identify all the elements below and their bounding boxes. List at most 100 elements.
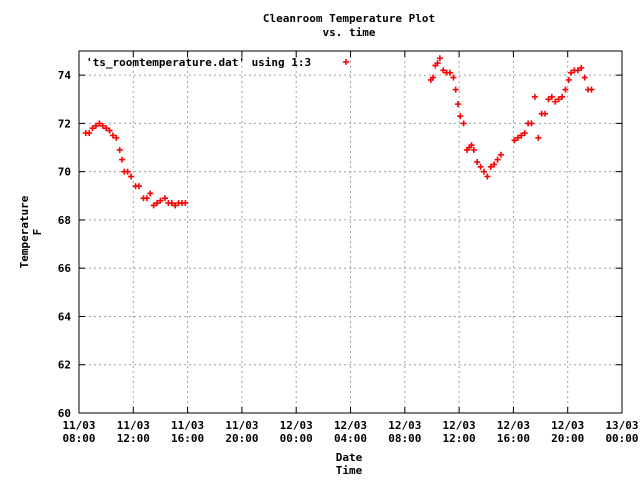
x-tick-label-date: 12/03	[551, 419, 584, 432]
data-point	[588, 86, 595, 93]
x-tick-label-date: 11/03	[171, 419, 204, 432]
data-point	[568, 69, 575, 76]
chart-title-line2: vs. time	[323, 26, 376, 39]
x-tick-label-time: 08:00	[62, 432, 95, 445]
data-point	[574, 67, 581, 74]
data-point	[480, 168, 487, 175]
x-tick-label-time: 20:00	[551, 432, 584, 445]
data-point	[157, 197, 164, 204]
x-tick-label-time: 20:00	[225, 432, 258, 445]
x-tick-label-time: 12:00	[117, 432, 150, 445]
data-point	[147, 190, 154, 197]
x-tick-label-date: 13/03	[605, 419, 638, 432]
grid-lines	[79, 51, 622, 413]
data-point	[531, 93, 538, 100]
data-point	[135, 183, 142, 190]
data-point	[182, 200, 189, 207]
data-point	[460, 120, 467, 127]
data-point	[562, 86, 569, 93]
x-tick-label-time: 08:00	[388, 432, 421, 445]
x-tick-label-time: 00:00	[280, 432, 313, 445]
x-tick-label-date: 12/03	[497, 419, 530, 432]
data-point	[565, 76, 572, 83]
data-point	[92, 122, 99, 129]
data-point	[118, 156, 125, 163]
data-point	[477, 163, 484, 170]
data-point	[450, 74, 457, 81]
y-tick-label: 72	[58, 117, 71, 130]
data-point	[124, 168, 131, 175]
data-point	[436, 55, 443, 62]
data-point	[168, 200, 175, 207]
data-point	[447, 69, 454, 76]
data-point	[491, 161, 498, 168]
data-point	[468, 142, 475, 149]
data-point	[89, 125, 96, 132]
data-point	[430, 74, 437, 81]
y-axis-label-line2: F	[31, 229, 44, 236]
data-point	[128, 173, 135, 180]
data-point	[470, 146, 477, 153]
y-tick-label: 64	[58, 310, 72, 323]
data-point	[99, 122, 106, 129]
data-point	[150, 202, 157, 209]
x-tick-label-date: 12/03	[334, 419, 367, 432]
data-point	[154, 200, 161, 207]
data-point	[116, 146, 123, 153]
y-tick-label: 66	[58, 262, 72, 275]
legend-marker-plus	[343, 59, 349, 65]
x-tick-label-time: 00:00	[605, 432, 638, 445]
x-tick-labels: 11/0308:0011/0312:0011/0316:0011/0320:00…	[62, 419, 638, 445]
x-tick-label-time: 12:00	[443, 432, 476, 445]
data-points	[82, 55, 595, 209]
data-point	[457, 113, 464, 120]
chart-title-line1: Cleanroom Temperature Plot	[263, 12, 435, 25]
data-point	[535, 134, 542, 141]
y-tick-label: 60	[58, 407, 71, 420]
data-point	[521, 130, 528, 137]
data-point	[494, 156, 501, 163]
data-point	[528, 120, 535, 127]
data-point	[86, 130, 93, 137]
y-tick-label: 62	[58, 359, 71, 372]
data-point	[555, 96, 562, 103]
data-point	[578, 64, 585, 71]
data-point	[161, 195, 168, 202]
data-point	[559, 93, 566, 100]
legend-marker-symbol	[343, 59, 349, 65]
data-point	[518, 132, 525, 139]
y-tick-labels: 60 62 64 66 68 70 72 74	[58, 69, 72, 420]
data-point	[96, 120, 103, 127]
data-point	[434, 60, 441, 67]
data-point	[113, 134, 120, 141]
data-point	[497, 151, 504, 158]
data-point	[440, 67, 447, 74]
data-point	[581, 74, 588, 81]
x-axis-label-line1: Date	[336, 451, 363, 464]
y-tick-label: 68	[58, 214, 71, 227]
data-point	[552, 98, 559, 105]
y-axis-label-line1: Temperature	[18, 195, 31, 268]
x-tick-label-date: 12/03	[280, 419, 313, 432]
data-point	[484, 173, 491, 180]
x-tick-label-date: 12/03	[443, 419, 476, 432]
data-point	[487, 163, 494, 170]
y-tick-label: 74	[58, 69, 72, 82]
x-tick-label-date: 11/03	[225, 419, 258, 432]
data-point	[109, 132, 116, 139]
data-point	[511, 137, 518, 144]
axis-ticks	[78, 51, 623, 414]
x-tick-label-time: 16:00	[171, 432, 204, 445]
x-tick-label-time: 04:00	[334, 432, 367, 445]
data-point	[542, 110, 549, 117]
data-point	[103, 125, 110, 132]
x-tick-label-time: 16:00	[497, 432, 530, 445]
x-axis-label-line2: Time	[336, 464, 363, 477]
data-point	[143, 195, 150, 202]
data-point	[172, 202, 179, 209]
data-point	[106, 127, 113, 134]
data-point	[474, 159, 481, 166]
x-tick-label-date: 11/03	[62, 419, 95, 432]
data-point	[545, 96, 552, 103]
